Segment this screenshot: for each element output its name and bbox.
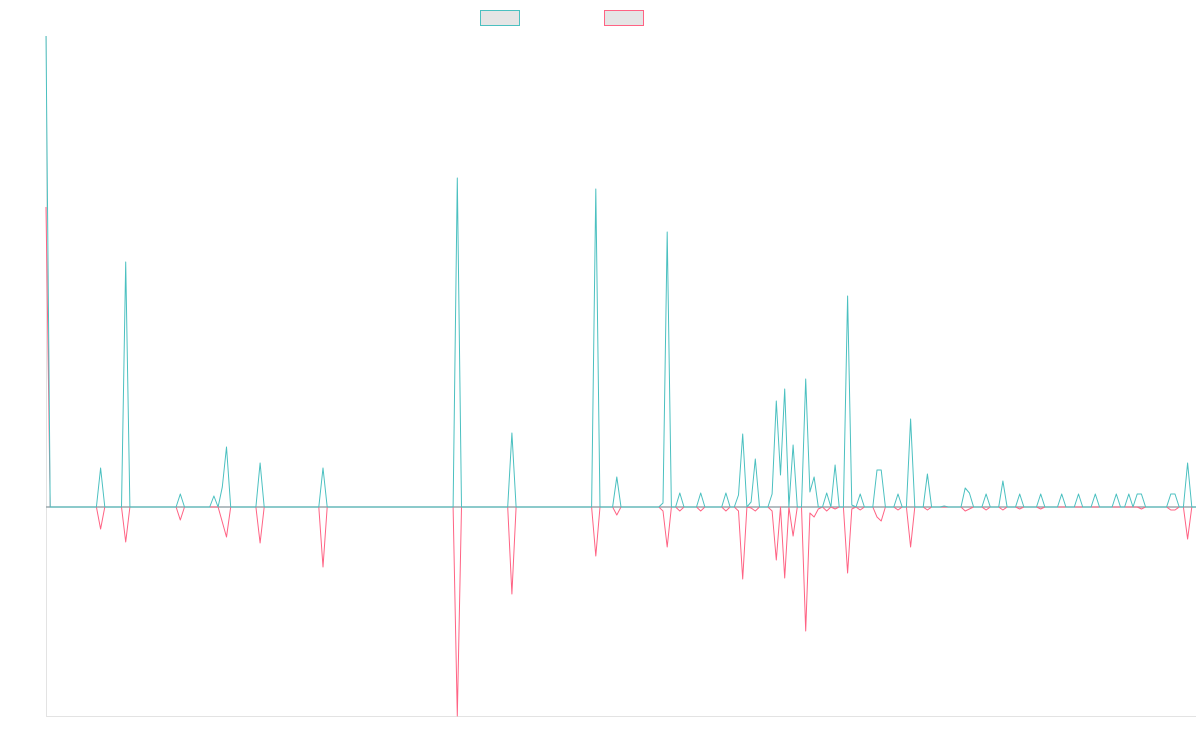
series-1-line: [45, 35, 1196, 508]
series-2-line: [45, 206, 1196, 717]
legend-series-1-swatch[interactable]: [480, 10, 520, 26]
legend-series-2-swatch[interactable]: [604, 10, 644, 26]
